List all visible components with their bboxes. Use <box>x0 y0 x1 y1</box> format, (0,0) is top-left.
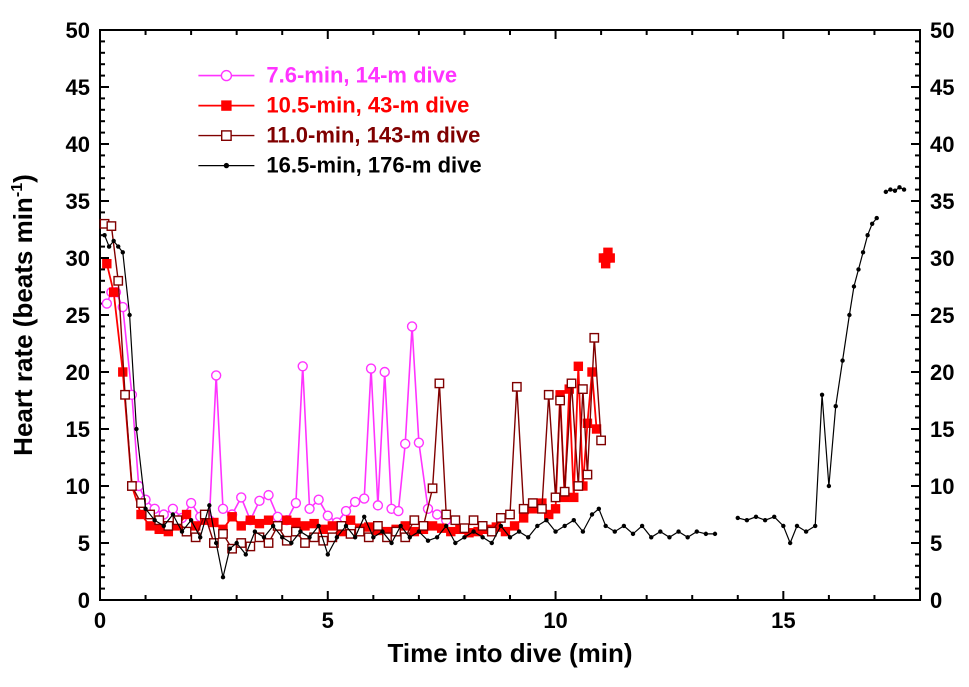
y-tick-label-right: 10 <box>930 474 954 499</box>
y-tick-label-right: 5 <box>930 531 942 556</box>
legend-label: 11.0-min, 143-m dive <box>266 123 480 148</box>
y-tick-label-right: 0 <box>930 588 942 613</box>
y-tick-label-right: 20 <box>930 360 954 385</box>
y-tick-label-left: 0 <box>78 588 90 613</box>
heart-rate-chart: 0510150055101015152020252530303535404045… <box>0 0 969 687</box>
y-tick-label-right: 15 <box>930 417 954 442</box>
y-tick-label-left: 40 <box>66 132 90 157</box>
y-tick-label-left: 15 <box>66 417 90 442</box>
y-tick-label-left: 35 <box>66 189 90 214</box>
x-tick-label: 15 <box>771 608 795 633</box>
y-tick-label-left: 5 <box>78 531 90 556</box>
y-tick-label-right: 40 <box>930 132 954 157</box>
y-tick-label-left: 30 <box>66 246 90 271</box>
y-tick-label-right: 45 <box>930 75 954 100</box>
y-tick-label-right: 50 <box>930 18 954 43</box>
y-tick-label-left: 10 <box>66 474 90 499</box>
legend-label: 16.5-min, 176-m dive <box>266 153 481 178</box>
x-tick-label: 5 <box>322 608 334 633</box>
chart-container: 0510150055101015152020252530303535404045… <box>0 0 969 687</box>
x-axis-label: Time into dive (min) <box>387 638 632 668</box>
x-tick-label: 0 <box>94 608 106 633</box>
y-tick-label-left: 25 <box>66 303 90 328</box>
y-tick-label-right: 30 <box>930 246 954 271</box>
y-tick-label-right: 35 <box>930 189 954 214</box>
y-tick-label-right: 25 <box>930 303 954 328</box>
y-axis-label: Heart rate (beats min-1) <box>8 174 38 456</box>
y-tick-label-left: 45 <box>66 75 90 100</box>
legend-label: 10.5-min, 43-m dive <box>266 93 469 118</box>
y-tick-label-left: 20 <box>66 360 90 385</box>
x-tick-label: 10 <box>543 608 567 633</box>
y-tick-label-left: 50 <box>66 18 90 43</box>
legend-label: 7.6-min, 14-m dive <box>266 63 457 88</box>
